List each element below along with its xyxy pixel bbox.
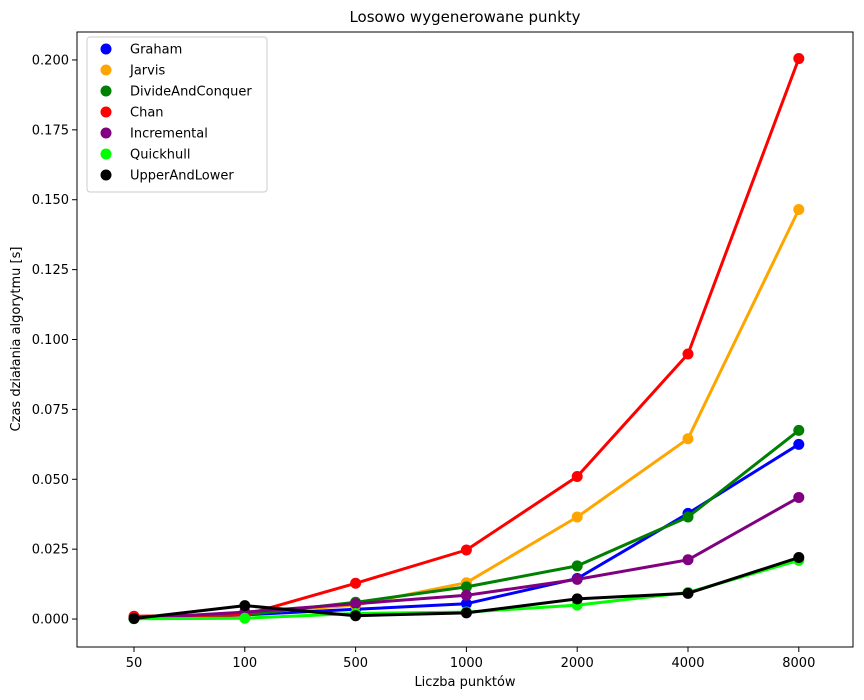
series-layer [128,53,805,625]
data-point [128,612,140,624]
legend-label: UpperAndLower [130,169,234,184]
legend-marker [100,169,112,181]
data-point [571,511,583,523]
legend-item: Incremental [100,127,208,142]
data-point [571,573,583,585]
x-tick-label: 1000 [450,656,483,671]
y-axis-title: Czas działania algorytmu [s] [9,247,24,432]
legend-label: Quickhull [130,148,190,163]
data-point [682,511,694,523]
legend-item: UpperAndLower [100,169,234,184]
legend-item: Chan [100,106,164,121]
legend-marker [100,106,112,118]
y-tick-label: 0.100 [32,333,69,348]
data-point [239,612,251,624]
series-line [132,208,801,620]
x-tick-label: 100 [232,656,257,671]
x-tick-label: 50 [126,656,143,671]
legend-marker [100,64,112,76]
legend-marker [100,148,112,160]
data-point [350,598,362,610]
data-point [571,560,583,572]
y-tick-label: 0.200 [32,53,69,68]
y-tick-label: 0.150 [32,193,69,208]
legend-item: Quickhull [100,148,190,163]
data-point [460,598,472,610]
x-axis-title: Liczba punktów [414,675,515,690]
data-point [460,581,472,593]
x-tick-label: 4000 [671,656,704,671]
data-point [793,438,805,450]
y-tick-label: 0.050 [32,473,69,488]
data-point [571,470,583,482]
data-point [793,204,805,216]
y-tick-label: 0.000 [32,613,69,628]
data-point [793,491,805,503]
legend-marker [100,85,112,97]
y-tick-label: 0.125 [32,263,69,278]
legend-marker [100,43,112,55]
series-Incremental [128,491,805,624]
legend-label: Graham [130,43,182,58]
series-Jarvis [128,204,805,624]
legend: Graham Jarvis DivideAndConquer Chan Incremen… [86,36,268,193]
legend-label: Incremental [130,127,208,142]
data-point [682,348,694,360]
y-tick-label: 0.175 [32,123,69,138]
series-UpperAndLower [128,552,805,624]
data-point [571,593,583,605]
data-point [460,544,472,556]
legend-label: DivideAndConquer [130,85,252,100]
legend-item: DivideAndConquer [100,85,252,100]
legend-marker [100,127,112,139]
data-point [793,552,805,564]
data-point [682,587,694,599]
axes-layer: 50 100 500 1000 2000 4000 8000 0.000 0.025 0.050 0… [32,31,854,671]
data-point [793,424,805,436]
data-point [682,433,694,445]
data-point [682,554,694,566]
data-point [239,600,251,612]
y-tick-label: 0.075 [32,403,69,418]
legend-label: Jarvis [129,64,165,79]
chart-title: Losowo wygenerowane punkty [349,8,580,26]
data-point [460,589,472,601]
x-tick-label: 500 [343,656,368,671]
y-tick-label: 0.025 [32,543,69,558]
x-tick-label: 2000 [561,656,594,671]
legend-item: Jarvis [100,64,165,79]
data-point [350,610,362,622]
data-point [350,577,362,589]
x-tick-label: 8000 [782,656,815,671]
data-point [460,607,472,619]
data-point [793,53,805,65]
legend-box [86,36,268,193]
legend-label: Chan [130,106,164,121]
legend-item: Graham [100,43,182,58]
